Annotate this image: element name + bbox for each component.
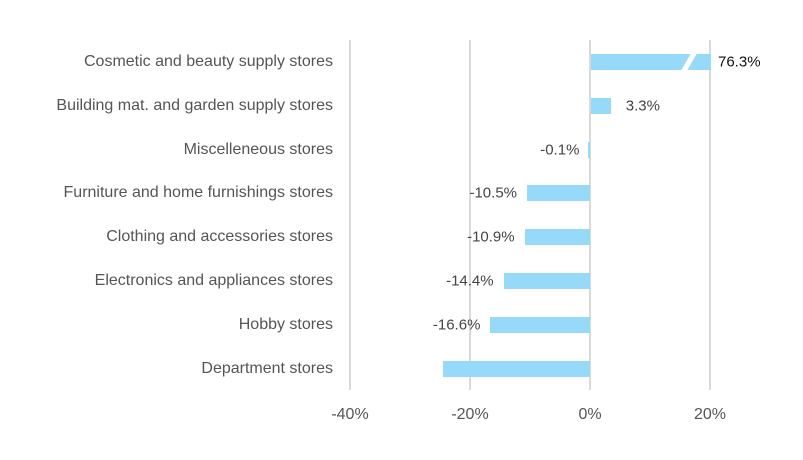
bar xyxy=(503,273,590,289)
x-tick-label: -40% xyxy=(331,406,369,423)
data-label: -0.1% xyxy=(540,141,580,159)
category-label: Electronics and appliances stores xyxy=(94,272,333,289)
data-label: -16.6% xyxy=(432,316,481,334)
category-label: Department stores xyxy=(201,359,333,377)
x-tick-label: 0% xyxy=(578,406,602,423)
bar xyxy=(443,360,590,377)
bar xyxy=(591,97,611,114)
category-label: Furniture and home furnishings stores xyxy=(63,184,333,202)
data-label: -10.5% xyxy=(469,184,517,202)
bar xyxy=(588,141,590,158)
bar xyxy=(527,185,590,202)
x-tick-label: -20% xyxy=(451,406,489,423)
bar xyxy=(490,316,590,333)
category-label: Cosmetic and beauty supply stores xyxy=(83,53,333,70)
data-label: 76.3% xyxy=(718,53,761,71)
category-label: Clothing and accessories stores xyxy=(106,228,333,246)
category-label: Miscelleneous stores xyxy=(183,140,333,158)
data-label: 3.3% xyxy=(625,97,660,115)
bar xyxy=(524,229,590,246)
x-tick-label: 20% xyxy=(693,406,727,423)
category-label: Building mat. and garden supply stores xyxy=(56,96,333,114)
category-label: Hobby stores xyxy=(238,315,333,333)
gridline xyxy=(469,40,471,390)
gridline xyxy=(589,40,591,390)
bar xyxy=(591,54,711,70)
gridline xyxy=(349,40,351,390)
data-label: -14.4% xyxy=(446,272,494,290)
data-label: -10.9% xyxy=(467,228,515,246)
gridline xyxy=(709,40,711,390)
